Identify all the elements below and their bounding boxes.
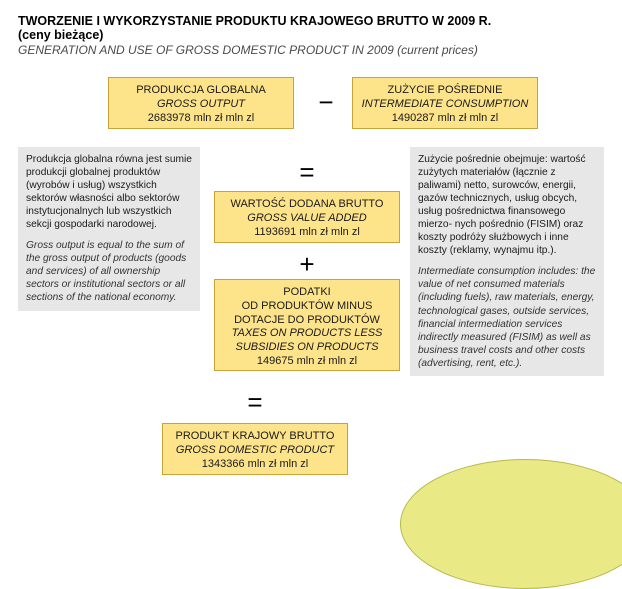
box-gross-value-added: WARTOŚĆ DODANA BRUTTO GROSS VALUE ADDED … — [214, 191, 400, 243]
box-label-pl: PRODUKCJA GLOBALNA — [113, 84, 289, 98]
note-gross-output: Produkcja globalna równa jest sumie prod… — [18, 147, 200, 311]
title-en: GENERATION AND USE OF GROSS DOMESTIC PRO… — [18, 43, 604, 57]
box-label-en: GROSS OUTPUT — [113, 98, 289, 112]
box-taxes-less-subsidies: PODATKIOD PRODUKTÓW MINUSDOTACJE DO PROD… — [214, 279, 400, 371]
gdp-ellipse — [400, 459, 622, 589]
box-label-pl: ZUŻYCIE POŚREDNIE — [357, 84, 533, 98]
note-text-pl: Zużycie pośrednie obejmuje: wartość zuży… — [418, 153, 596, 257]
note-intermediate-consumption: Zużycie pośrednie obejmuje: wartość zuży… — [410, 147, 604, 376]
note-text-en: Intermediate consumption includes: the v… — [418, 265, 596, 369]
box-intermediate-consumption: ZUŻYCIE POŚREDNIE INTERMEDIATE CONSUMPTI… — [352, 77, 538, 129]
box-label-en: TAXES ON PRODUCTS LESSSUBSIDIES ON PRODU… — [219, 327, 395, 355]
box-value: 149675 mln zł mln zl — [219, 355, 395, 369]
box-value: 2683978 mln zł mln zl — [113, 112, 289, 126]
box-value: 1343366 mln zł mln zl — [167, 458, 343, 472]
title-pl-line1: TWORZENIE I WYKORZYSTANIE PRODUKTU KRAJO… — [18, 14, 604, 28]
box-label-en: GROSS DOMESTIC PRODUCT — [167, 444, 343, 458]
box-gdp: PRODUKT KRAJOWY BRUTTO GROSS DOMESTIC PR… — [162, 423, 348, 475]
box-label-pl: PODATKIOD PRODUKTÓW MINUSDOTACJE DO PROD… — [219, 286, 395, 327]
box-label-pl: WARTOŚĆ DODANA BRUTTO — [219, 198, 395, 212]
operator-plus: + — [295, 251, 319, 277]
operator-equals-1: = — [295, 159, 319, 185]
box-gross-output: PRODUKCJA GLOBALNA GROSS OUTPUT 2683978 … — [108, 77, 294, 129]
box-value: 1490287 mln zł mln zl — [357, 112, 533, 126]
operator-equals-2: = — [243, 389, 267, 415]
title-pl-line2: (ceny bieżące) — [18, 28, 604, 42]
note-text-en: Gross output is equal to the sum of the … — [26, 239, 192, 304]
box-label-en: GROSS VALUE ADDED — [219, 212, 395, 226]
box-value: 1193691 mln zł mln zl — [219, 226, 395, 240]
note-text-pl: Produkcja globalna równa jest sumie prod… — [26, 153, 192, 231]
box-label-en: INTERMEDIATE CONSUMPTION — [357, 98, 533, 112]
box-label-pl: PRODUKT KRAJOWY BRUTTO — [167, 430, 343, 444]
gdp-diagram: PRODUKCJA GLOBALNA GROSS OUTPUT 2683978 … — [18, 71, 604, 511]
operator-minus: − — [314, 89, 338, 115]
